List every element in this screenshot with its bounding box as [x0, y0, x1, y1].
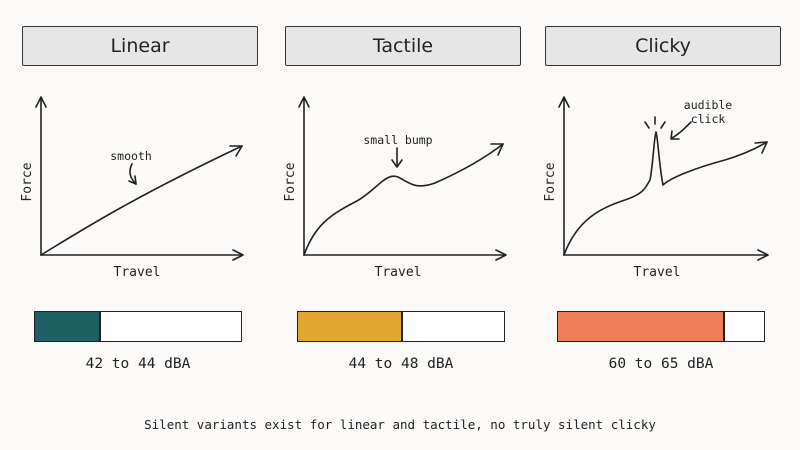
svg-text:Force: Force [283, 162, 298, 201]
clicky-sound-bar [557, 311, 765, 342]
click-spark-left [644, 121, 650, 129]
clicky-sound-bar-fill [558, 312, 725, 341]
x-axis-arrowhead [232, 249, 244, 261]
svg-text:Travel: Travel [634, 265, 681, 280]
linear-sound-bar [34, 311, 242, 342]
svg-text:Force: Force [543, 162, 558, 201]
linear-sound-bar-fill [35, 312, 101, 341]
annotation-arrow [671, 121, 692, 139]
tactile-panel: Tactile Force Travel small bump 44 to 48… [283, 0, 525, 400]
smooth-annotation: smooth [110, 149, 152, 163]
y-axis-label: Force [20, 162, 35, 201]
tactile-sound-range: 44 to 48 dBA [348, 356, 454, 372]
linear-force-curve-plot: Force Travel smooth [20, 96, 244, 280]
click-spark-right [660, 121, 666, 129]
clicky-force-curve-plot: Force Travel audible click [543, 96, 769, 280]
click-annotation: click [691, 112, 726, 126]
linear-panel: Linear Force Travel smooth 42 to 44 dBA [20, 0, 262, 400]
clicky-title: Clicky [545, 26, 781, 66]
svg-text:Travel: Travel [375, 265, 422, 280]
clicky-curve [563, 131, 768, 256]
y-axis-arrowhead [35, 96, 47, 108]
curve-arrowhead [229, 145, 243, 157]
linear-title: Linear [22, 26, 258, 66]
x-axis-label: Travel [114, 265, 161, 280]
footnote: Silent variants exist for linear and tac… [144, 417, 656, 432]
small-bump-annotation: small bump [363, 133, 432, 147]
clicky-panel: Clicky Force Travel audible click 60 to … [543, 0, 785, 400]
audible-annotation: audible [684, 98, 733, 112]
tactile-curve [303, 143, 504, 256]
tactile-sound-bar-fill [298, 312, 404, 341]
tactile-title: Tactile [285, 26, 521, 66]
tactile-sound-bar [297, 311, 505, 342]
tactile-force-curve-plot: Force Travel small bump [283, 96, 507, 280]
annotation-arrow [129, 163, 137, 185]
linear-sound-range: 42 to 44 dBA [85, 356, 191, 372]
linear-curve [40, 145, 243, 256]
clicky-sound-range: 60 to 65 dBA [608, 356, 714, 372]
